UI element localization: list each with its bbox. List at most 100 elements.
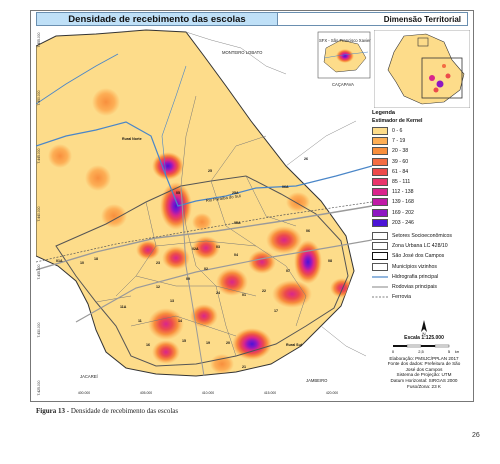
- sector-label: 19: [206, 341, 210, 345]
- hotspot: [101, 204, 127, 228]
- y-tick-label: 7.440.000: [37, 206, 41, 221]
- y-tick-label: 7.430.000: [37, 322, 41, 337]
- legend-layer-row: Ferrovia: [372, 292, 472, 302]
- hotspot: [92, 88, 120, 116]
- map-canvas: SFX - São Francisco Xavier MONTEIRO LOBA…: [36, 26, 372, 398]
- credit-line: Elaboração: PMSJC/PPLAN 2017: [389, 355, 459, 361]
- sector-label: 14: [178, 319, 182, 323]
- railway: [36, 201, 372, 263]
- scale-block: Escala 1:125.000 0 2,5 5 km Elaboração: …: [380, 335, 468, 389]
- sector-label: 18: [94, 257, 98, 261]
- river: [161, 65, 187, 177]
- sector-label: 21: [242, 365, 246, 369]
- y-tick-label: 7.450.000: [37, 90, 41, 105]
- sector-label: 10: [80, 261, 84, 265]
- hotspot: [85, 165, 111, 191]
- credit-line: José dos Campos: [405, 366, 443, 372]
- legend-swatch: [372, 208, 388, 217]
- hotspot: [216, 268, 248, 296]
- credit-line: Fonte dos dados: Prefeitura de São: [387, 361, 461, 367]
- neighbor-boundary: [320, 325, 367, 357]
- legend-subtitle: Estimador de Kernel: [372, 118, 423, 124]
- locator-map: [374, 30, 470, 108]
- hotspot: [272, 280, 312, 308]
- legend-class-row: 85 - 111: [372, 177, 472, 187]
- map-title: Densidade de recebimento das escolas: [36, 12, 278, 26]
- title-bar: Densidade de recebimento das escolas Dim…: [36, 12, 468, 26]
- river: [36, 121, 372, 207]
- hotspot: [232, 328, 272, 360]
- legend-layer-symbol: [372, 242, 388, 251]
- legend-class-label: 0 - 6: [392, 128, 403, 135]
- legend-layer-label: Zona Urbana LC 428/10: [392, 243, 448, 250]
- legend-layer-label: Setores Socioeconômicos: [392, 232, 452, 239]
- legend-class-row: 203 - 246: [372, 218, 472, 228]
- highway: [180, 185, 205, 377]
- legend-class-label: 203 - 246: [392, 219, 414, 226]
- scale-tick: 0: [392, 349, 395, 354]
- scale-unit: km: [455, 350, 459, 354]
- sector-label: 03: [216, 245, 220, 249]
- legend-layer-symbol: [372, 283, 388, 291]
- sector-label: 11: [138, 319, 142, 323]
- highway: [75, 239, 372, 323]
- x-tick-label: 420.000: [326, 391, 338, 395]
- legend-class-label: 85 - 111: [392, 179, 411, 186]
- x-tick-label: 400.000: [78, 391, 90, 395]
- legend-swatch: [372, 167, 388, 176]
- legend-swatch: [372, 147, 388, 156]
- legend-class-row: 7 - 19: [372, 136, 472, 146]
- label-jambeiro: JAMBEIRO: [306, 378, 328, 383]
- legend-layer-label: Ferrovia: [392, 294, 412, 301]
- label-cacapava: CAÇAPAVA: [332, 82, 354, 87]
- caption-text: - Densidade de recebimento das escolas: [64, 407, 179, 415]
- legend-class-label: 112 - 138: [392, 189, 414, 196]
- legend-layer-row: Hidrografia principal: [372, 272, 472, 282]
- legend-layer-symbol: [372, 262, 388, 271]
- hotspot: [294, 240, 322, 284]
- sector-label: 09: [186, 277, 190, 281]
- inset-map: [317, 31, 371, 79]
- sector-label: 01A: [56, 259, 63, 263]
- north-label: N: [422, 332, 425, 337]
- label-monteiro-lobato: MONTEIRO LOBATO: [222, 50, 263, 55]
- sector-label: 11A: [120, 305, 127, 309]
- sector-label: 06A: [282, 185, 289, 189]
- legend-layer-row: Rodovias principais: [372, 282, 472, 292]
- sector-label: 01: [242, 293, 246, 297]
- hotspot: [162, 246, 190, 270]
- river: [36, 53, 119, 105]
- caption-number: Figura 13: [36, 407, 65, 415]
- legend-layer-symbol: [372, 293, 388, 301]
- y-axis-ticks: 7.455.000 7.450.000 7.445.000 7.440.000 7.43…: [37, 32, 41, 395]
- sector-label: 24: [216, 291, 220, 295]
- north-arrow: N: [421, 320, 427, 337]
- sector-label: 25: [208, 169, 212, 173]
- legend-class-row: 0 - 6: [372, 126, 472, 136]
- legend-class-label: 61 - 84: [392, 168, 409, 175]
- y-tick-label: 7.425.000: [37, 380, 41, 395]
- legend-layer-row: São José dos Campos: [372, 251, 472, 261]
- sector-label: 07: [286, 269, 290, 273]
- hotspot: [210, 354, 234, 374]
- sector-label: 06: [306, 229, 310, 233]
- legend-class-label: 7 - 19: [392, 138, 406, 145]
- scale-tick: 2,5: [418, 349, 424, 354]
- y-tick-label: 7.435.000: [37, 264, 41, 279]
- neighbor-boundary: [285, 120, 357, 167]
- hotspot: [266, 226, 302, 254]
- legend-class-label: 39 - 60: [392, 158, 409, 165]
- sector-label: 20: [226, 341, 230, 345]
- figure-caption: Figura 13 - Densidade de recebimento das…: [36, 407, 178, 415]
- page-number: 26: [472, 432, 480, 439]
- legend-class-row: 20 - 38: [372, 146, 472, 156]
- legend-title: Legenda: [372, 110, 396, 116]
- sector-label: 25A: [232, 191, 239, 195]
- legend-swatch: [372, 157, 388, 166]
- legend-class-label: 169 - 202: [392, 209, 414, 216]
- legend-class-row: 61 - 84: [372, 167, 472, 177]
- scale-title: Escala 1:125.000: [404, 335, 444, 341]
- sector-label: 05: [176, 191, 180, 195]
- label-jacarei: JACAREÍ: [80, 374, 99, 379]
- credit-line: Datum Horizontal: SIRGAS 2000: [390, 377, 458, 383]
